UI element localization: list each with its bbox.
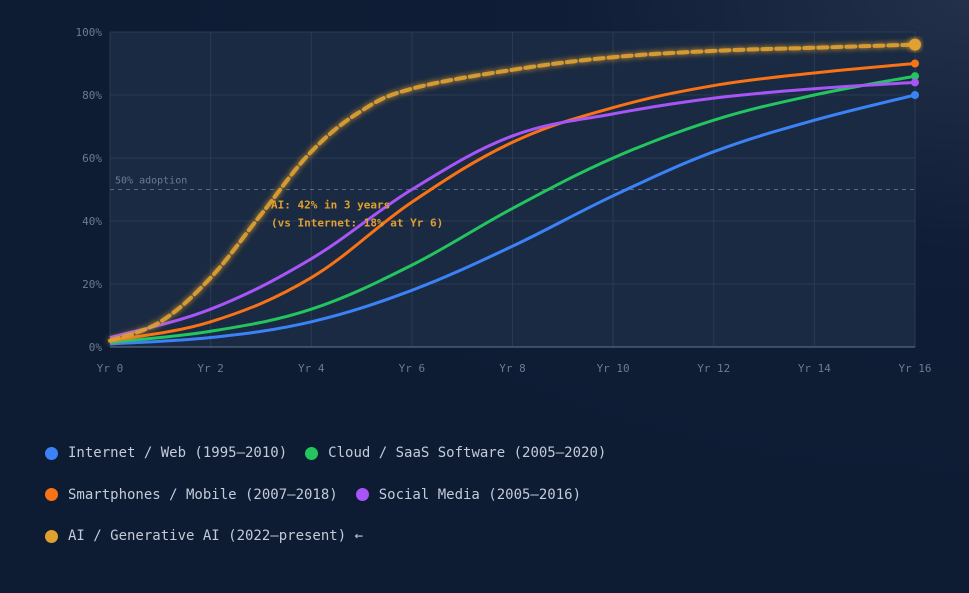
series-end-point	[911, 72, 919, 81]
legend-item-cloud[interactable]: Cloud / SaaS Software (2005–2020)	[305, 445, 606, 461]
y-axis: 0% 20% 40% 60% 80% 100%	[76, 26, 111, 354]
x-tick-label: Yr 8	[499, 362, 526, 375]
legend-item-internet[interactable]: Internet / Web (1995–2010)	[45, 445, 287, 461]
annotation-line-2: (vs Internet: 18% at Yr 6)	[271, 216, 443, 229]
legend: Internet / Web (1995–2010) Cloud / SaaS …	[45, 440, 925, 565]
x-tick-label: Yr 2	[197, 362, 224, 375]
series-end-point	[911, 78, 919, 87]
y-tick-label: 100%	[76, 26, 103, 39]
legend-swatch-cloud	[305, 446, 319, 460]
y-tick-label: 60%	[82, 152, 102, 165]
series-2	[109, 59, 919, 343]
x-tick-label: Yr 12	[697, 362, 730, 375]
x-axis: Yr 0 Yr 2 Yr 4 Yr 6 Yr 8 Yr 10 Yr 12 Yr 14 Yr 16	[97, 346, 932, 375]
series-line	[109, 62, 916, 343]
x-tick-label: Yr 16	[898, 362, 931, 375]
legend-swatch-ai	[45, 529, 58, 543]
y-tick-label: 80%	[82, 89, 102, 102]
series-line	[109, 74, 916, 344]
series-line-ai	[108, 42, 917, 343]
legend-item-ai[interactable]: AI / Generative AI (2022–present) ←	[45, 528, 363, 544]
series-end-point	[911, 59, 919, 68]
reference-line-label: 50% adoption	[115, 176, 187, 187]
x-tick-label: Yr 6	[399, 362, 426, 375]
x-tick-label: Yr 10	[597, 362, 630, 375]
legend-row: Internet / Web (1995–2010) Cloud / SaaS …	[45, 440, 925, 466]
legend-label-ai: AI / Generative AI (2022–present) ←	[68, 528, 364, 544]
legend-item-smartphones[interactable]: Smartphones / Mobile (2007–2018)	[45, 487, 338, 503]
legend-row: Smartphones / Mobile (2007–2018) Social …	[45, 482, 925, 508]
annotation-line-1: AI: 42% in 3 years	[271, 198, 390, 211]
y-tick-label: 0%	[89, 341, 103, 354]
series-line	[109, 93, 916, 346]
x-tick-label: Yr 0	[97, 362, 124, 375]
series-3	[109, 78, 919, 339]
series-group	[108, 38, 921, 346]
legend-label-social: Social Media (2005–2016)	[378, 486, 582, 503]
adoption-chart: 50% adoption Yr 0 Yr 2 Yr 4 Yr 6 Yr 8 Yr 10 Yr…	[76, 26, 932, 375]
annotation: AI: 42% in 3 years (vs Internet: 18% at …	[271, 198, 443, 229]
legend-swatch-social	[355, 488, 369, 501]
legend-swatch-internet	[45, 446, 58, 460]
legend-swatch-smartphones	[45, 488, 58, 501]
series-4	[108, 38, 921, 343]
legend-label-cloud: Cloud / SaaS Software (2005–2020)	[328, 445, 607, 461]
series-0	[109, 91, 919, 346]
legend-item-social[interactable]: Social Media (2005–2016)	[355, 486, 582, 503]
legend-label-internet: Internet / Web (1995–2010)	[68, 445, 288, 461]
series-end-point	[911, 91, 919, 99]
series-line	[109, 80, 916, 339]
x-tick-label: Yr 14	[798, 362, 831, 375]
x-tick-label: Yr 4	[298, 362, 325, 375]
y-tick-label: 20%	[82, 278, 102, 291]
legend-row: AI / Generative AI (2022–present) ←	[45, 523, 925, 549]
series-end-point	[909, 38, 921, 51]
legend-label-smartphones: Smartphones / Mobile (2007–2018)	[68, 486, 338, 503]
series-1	[109, 72, 919, 344]
reference-line-group: 50% adoption	[110, 176, 915, 190]
chart-svg: 50% adoption Yr 0 Yr 2 Yr 4 Yr 6 Yr 8 Yr 10 Yr…	[76, 26, 932, 375]
y-tick-label: 40%	[82, 215, 102, 228]
